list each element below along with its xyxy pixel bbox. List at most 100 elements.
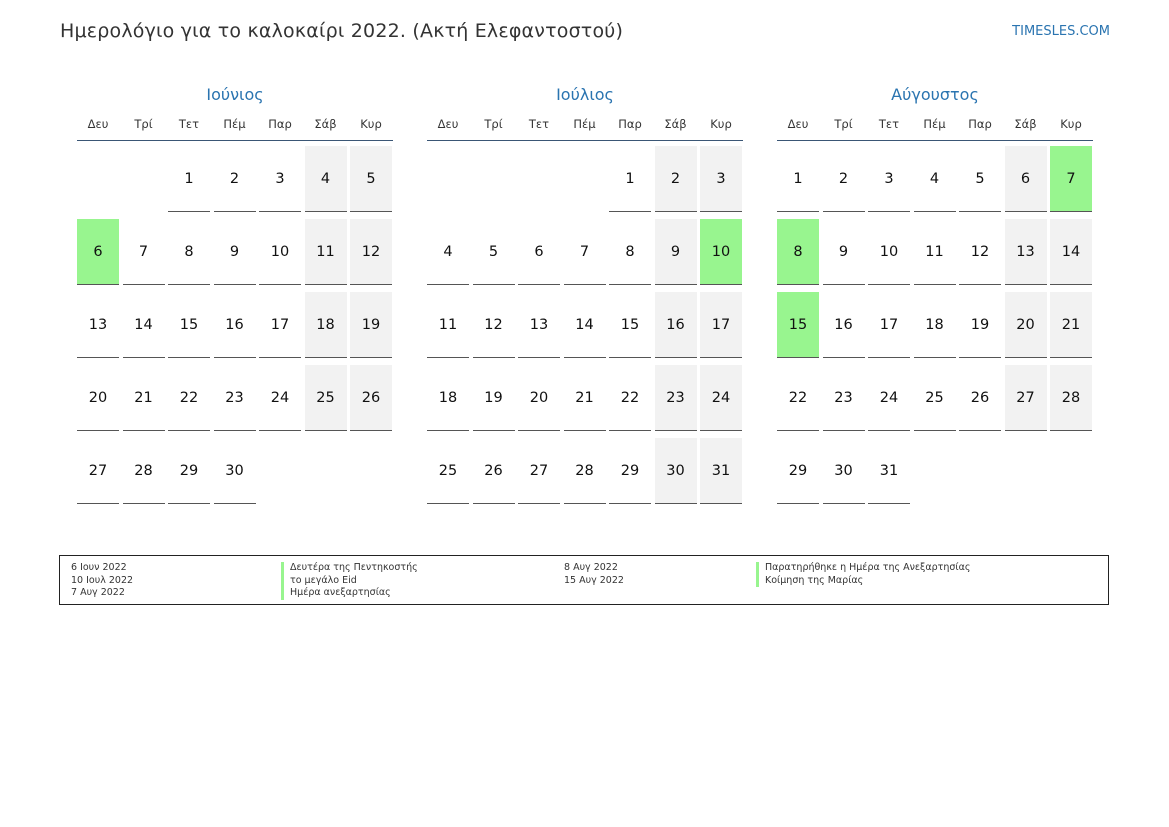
- day-cell[interactable]: 19: [959, 292, 1001, 358]
- day-cell[interactable]: 17: [700, 292, 742, 358]
- day-cell[interactable]: 1: [609, 146, 651, 212]
- day-cell[interactable]: 19: [472, 365, 515, 431]
- day-cell[interactable]: 5: [959, 146, 1001, 212]
- day-cell[interactable]: 16: [213, 292, 256, 358]
- day-cell[interactable]: 28: [563, 438, 606, 504]
- day-cell[interactable]: 25: [913, 365, 956, 431]
- day-cell[interactable]: 28: [1050, 365, 1092, 431]
- holiday-legend: 6 Ιουν 2022 10 Ιουλ 2022 7 Αυγ 2022 Δευτ…: [59, 555, 1109, 605]
- day-cell[interactable]: 24: [259, 365, 301, 431]
- day-cell[interactable]: 27: [1004, 365, 1047, 431]
- day-cell[interactable]: 2: [822, 146, 865, 212]
- day-cell[interactable]: 27: [77, 438, 119, 504]
- day-cell[interactable]: 2: [654, 146, 697, 212]
- day-cell[interactable]: 21: [563, 365, 606, 431]
- holiday-day-cell[interactable]: 15: [777, 292, 819, 358]
- day-cell[interactable]: 21: [122, 365, 165, 431]
- day-cell[interactable]: 8: [609, 219, 651, 285]
- day-cell[interactable]: 31: [868, 438, 910, 504]
- day-cell[interactable]: 30: [822, 438, 865, 504]
- day-cell[interactable]: 15: [609, 292, 651, 358]
- day-cell[interactable]: 13: [518, 292, 560, 358]
- day-cell[interactable]: 12: [472, 292, 515, 358]
- holiday-day-cell[interactable]: 6: [77, 219, 119, 285]
- site-link[interactable]: TIMESLES.COM: [1012, 24, 1110, 39]
- day-cell[interactable]: 10: [868, 219, 910, 285]
- day-cell[interactable]: 7: [563, 219, 606, 285]
- day-cell[interactable]: 14: [563, 292, 606, 358]
- day-cell[interactable]: 18: [913, 292, 956, 358]
- day-cell[interactable]: 16: [822, 292, 865, 358]
- day-cell[interactable]: 30: [213, 438, 256, 504]
- day-cell[interactable]: 3: [259, 146, 301, 212]
- holiday-day-cell[interactable]: 8: [777, 219, 819, 285]
- day-cell[interactable]: 25: [427, 438, 469, 504]
- day-cell[interactable]: 24: [700, 365, 742, 431]
- day-cell[interactable]: 28: [122, 438, 165, 504]
- day-cell[interactable]: 30: [654, 438, 697, 504]
- day-cell[interactable]: 16: [654, 292, 697, 358]
- weekday-label: Κυρ: [360, 117, 382, 131]
- day-cell[interactable]: 12: [350, 219, 392, 285]
- holiday-day-cell[interactable]: 10: [700, 219, 742, 285]
- day-cell[interactable]: 29: [777, 438, 819, 504]
- day-cell[interactable]: 6: [518, 219, 560, 285]
- day-cell[interactable]: 17: [259, 292, 301, 358]
- day-cell[interactable]: 1: [777, 146, 819, 212]
- days-grid: 1 2 3 4 5 6 7 8 9 10 11 12 13 14 15 16 17 18 19 20 21 22 23 24 2…: [777, 146, 1093, 504]
- day-cell[interactable]: 12: [959, 219, 1001, 285]
- day-cell[interactable]: 22: [168, 365, 210, 431]
- day-cell[interactable]: 1: [168, 146, 210, 212]
- day-cell[interactable]: 3: [700, 146, 742, 212]
- day-cell[interactable]: 14: [1050, 219, 1092, 285]
- day-cell[interactable]: 4: [427, 219, 469, 285]
- day-cell[interactable]: 11: [427, 292, 469, 358]
- day-cell[interactable]: 22: [777, 365, 819, 431]
- day-cell[interactable]: 20: [518, 365, 560, 431]
- day-cell[interactable]: 23: [654, 365, 697, 431]
- day-cell[interactable]: 11: [913, 219, 956, 285]
- day-cell[interactable]: 5: [350, 146, 392, 212]
- day-cell[interactable]: 23: [822, 365, 865, 431]
- day-cell[interactable]: 10: [259, 219, 301, 285]
- day-cell[interactable]: 18: [304, 292, 347, 358]
- day-cell[interactable]: 5: [472, 219, 515, 285]
- day-cell[interactable]: 26: [959, 365, 1001, 431]
- day-cell[interactable]: 8: [168, 219, 210, 285]
- day-cell[interactable]: 9: [654, 219, 697, 285]
- day-cell[interactable]: 15: [168, 292, 210, 358]
- day-cell[interactable]: 26: [350, 365, 392, 431]
- day-cell[interactable]: 4: [913, 146, 956, 212]
- day-cell[interactable]: 7: [122, 219, 165, 285]
- day-cell[interactable]: 13: [77, 292, 119, 358]
- day-cell[interactable]: 18: [427, 365, 469, 431]
- empty-cell: [123, 146, 165, 212]
- day-cell[interactable]: 20: [77, 365, 119, 431]
- day-cell[interactable]: 23: [213, 365, 256, 431]
- day-cell[interactable]: 13: [1004, 219, 1047, 285]
- day-cell[interactable]: 22: [609, 365, 651, 431]
- weekday-label: Παρ: [268, 117, 292, 131]
- day-cell[interactable]: 14: [122, 292, 165, 358]
- legend-dates-right: 8 Αυγ 2022 15 Αυγ 2022: [564, 562, 624, 587]
- day-cell[interactable]: 19: [350, 292, 392, 358]
- day-cell[interactable]: 4: [304, 146, 347, 212]
- day-cell[interactable]: 21: [1050, 292, 1092, 358]
- holiday-day-cell[interactable]: 7: [1050, 146, 1092, 212]
- day-cell[interactable]: 11: [304, 219, 347, 285]
- day-cell[interactable]: 17: [868, 292, 910, 358]
- day-cell[interactable]: 29: [609, 438, 651, 504]
- day-cell[interactable]: 29: [168, 438, 210, 504]
- weekday-label: Παρ: [618, 117, 642, 131]
- day-cell[interactable]: 9: [213, 219, 256, 285]
- day-cell[interactable]: 25: [304, 365, 347, 431]
- day-cell[interactable]: 6: [1004, 146, 1047, 212]
- day-cell[interactable]: 27: [518, 438, 560, 504]
- day-cell[interactable]: 9: [822, 219, 865, 285]
- day-cell[interactable]: 24: [868, 365, 910, 431]
- day-cell[interactable]: 20: [1004, 292, 1047, 358]
- day-cell[interactable]: 3: [868, 146, 910, 212]
- day-cell[interactable]: 2: [213, 146, 256, 212]
- day-cell[interactable]: 26: [472, 438, 515, 504]
- day-cell[interactable]: 31: [700, 438, 742, 504]
